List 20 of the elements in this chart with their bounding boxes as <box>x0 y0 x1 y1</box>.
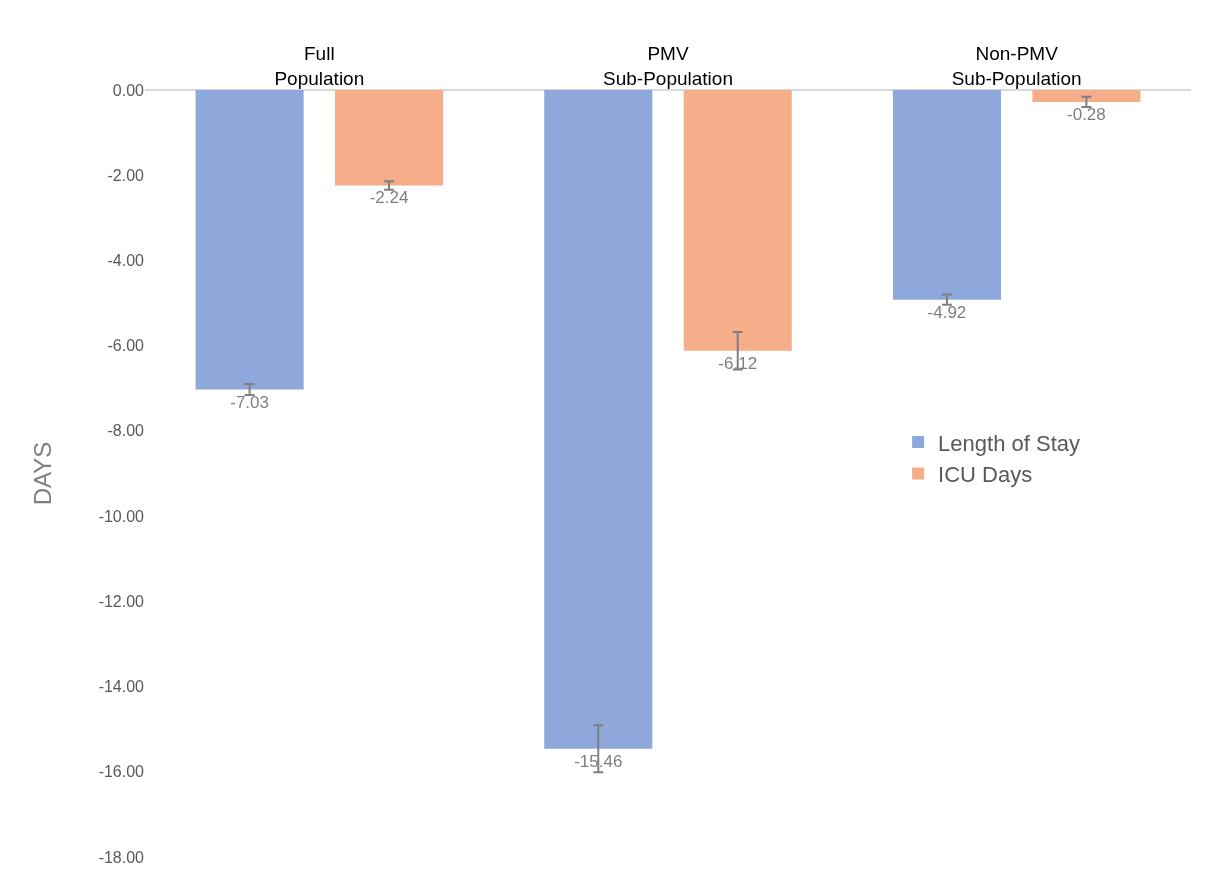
x-tick-label: PMV Sub-Population <box>603 43 733 90</box>
legend-label: ICU Days <box>938 462 1033 488</box>
data-label: -7.03 <box>230 392 269 412</box>
x-tick-label: Full Population <box>274 43 365 90</box>
data-label: -2.24 <box>369 188 409 208</box>
data-label: -0.28 <box>1067 104 1106 124</box>
y-tick-label: -10.00 <box>98 507 145 525</box>
y-tick-label: -6.00 <box>107 337 145 355</box>
y-tick-label: -4.00 <box>107 252 145 270</box>
legend-label: Length of Stay <box>938 430 1081 456</box>
x-tick-label: Non-PMV Sub-Population <box>951 43 1082 90</box>
data-label: -4.92 <box>927 302 967 322</box>
y-tick-label: -16.00 <box>98 763 145 781</box>
y-axis-title: DAYS <box>28 441 56 506</box>
y-tick-label: 0.00 <box>112 81 145 99</box>
y-tick-label: -8.00 <box>107 422 145 440</box>
y-tick-label: -2.00 <box>107 166 145 184</box>
y-tick-label: -18.00 <box>98 848 145 866</box>
y-tick-label: -14.00 <box>98 678 145 696</box>
y-tick-label: -12.00 <box>98 592 145 610</box>
